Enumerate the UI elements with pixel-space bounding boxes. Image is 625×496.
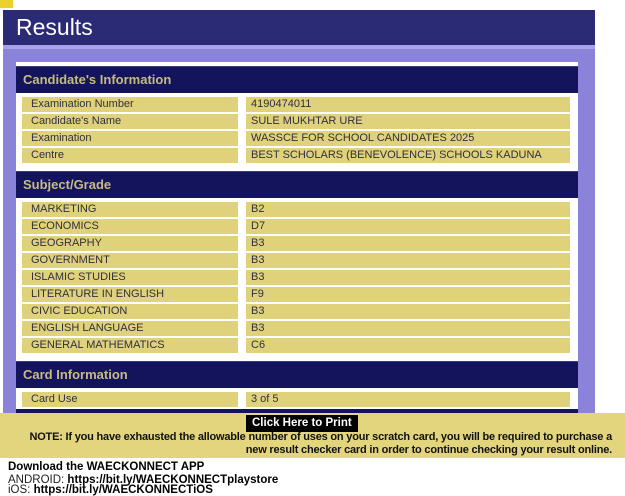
row-label: Centre xyxy=(22,148,238,163)
row-value: 4190474011 xyxy=(246,97,570,112)
row-label: Candidate's Name xyxy=(22,114,238,129)
ios-url-link[interactable]: https://bit.ly/WAECKONNECTiOS xyxy=(33,484,213,496)
row-label: Examination Number xyxy=(22,97,238,112)
row-label: Examination xyxy=(22,131,238,146)
subject-grade: B3 xyxy=(246,253,570,268)
row-label: Card Use xyxy=(22,392,238,407)
table-row: GEOGRAPHY B3 xyxy=(22,236,570,251)
subject-name: GEOGRAPHY xyxy=(22,236,238,251)
title-underline xyxy=(3,45,595,49)
candidate-info-table: Examination Number 4190474011 Candidate'… xyxy=(16,93,578,165)
table-row: Candidate's Name SULE MUKHTAR URE xyxy=(22,114,570,129)
subject-name: ENGLISH LANGUAGE xyxy=(22,321,238,336)
row-value: SULE MUKHTAR URE xyxy=(246,114,570,129)
subject-name: GOVERNMENT xyxy=(22,253,238,268)
section-header-candidate-info: Candidate's Information xyxy=(16,66,578,93)
table-row: Centre BEST SCHOLARS (BENEVOLENCE) SCHOO… xyxy=(22,148,570,163)
android-label: ANDROID: xyxy=(8,474,68,486)
subject-grade: C6 xyxy=(246,338,570,353)
subject-name: CIVIC EDUCATION xyxy=(22,304,238,319)
results-panel: Candidate's Information Examination Numb… xyxy=(16,62,578,417)
subject-name: LITERATURE IN ENGLISH xyxy=(22,287,238,302)
table-row: GOVERNMENT B3 xyxy=(22,253,570,268)
table-row: ECONOMICS D7 xyxy=(22,219,570,234)
row-value: WASSCE FOR SCHOOL CANDIDATES 2025 xyxy=(246,131,570,146)
table-row: GENERAL MATHEMATICS C6 xyxy=(22,338,570,353)
row-value: 3 of 5 xyxy=(246,392,570,407)
page-title: Results xyxy=(3,10,595,45)
section-header-subject-grade: Subject/Grade xyxy=(16,171,578,198)
table-row: LITERATURE IN ENGLISH F9 xyxy=(22,287,570,302)
print-button[interactable]: Click Here to Print xyxy=(246,415,358,432)
subject-grade-table: MARKETING B2 ECONOMICS D7 GEOGRAPHY B3 G… xyxy=(16,198,578,355)
download-heading: Download the WAECKONNECT APP xyxy=(8,461,205,473)
android-url-link[interactable]: https://bit.ly/WAECKONNECTplaystore xyxy=(67,474,279,486)
subject-name: ECONOMICS xyxy=(22,219,238,234)
row-value: BEST SCHOLARS (BENEVOLENCE) SCHOOLS KADU… xyxy=(246,148,570,163)
subject-grade: B3 xyxy=(246,304,570,319)
subject-grade: B3 xyxy=(246,236,570,251)
android-download-line: ANDROID: https://bit.ly/WAECKONNECTplays… xyxy=(8,474,278,486)
table-row: ISLAMIC STUDIES B3 xyxy=(22,270,570,285)
section-header-card-info: Card Information xyxy=(16,361,578,388)
note-text: NOTE: If you have exhausted the allowabl… xyxy=(29,431,612,456)
table-row: Examination WASSCE FOR SCHOOL CANDIDATES… xyxy=(22,131,570,146)
table-row: Examination Number 4190474011 xyxy=(22,97,570,112)
table-row: ENGLISH LANGUAGE B3 xyxy=(22,321,570,336)
subject-grade: F9 xyxy=(246,287,570,302)
card-info-table: Card Use 3 of 5 xyxy=(16,388,578,409)
ios-download-line: iOS: https://bit.ly/WAECKONNECTiOS xyxy=(8,484,213,496)
subject-grade: B3 xyxy=(246,321,570,336)
subject-grade: B2 xyxy=(246,202,570,217)
subject-name: MARKETING xyxy=(22,202,238,217)
ios-label: iOS: xyxy=(8,484,34,496)
table-row: Card Use 3 of 5 xyxy=(22,392,570,407)
subject-name: ISLAMIC STUDIES xyxy=(22,270,238,285)
subject-name: GENERAL MATHEMATICS xyxy=(22,338,238,353)
subject-grade: B3 xyxy=(246,270,570,285)
table-row: CIVIC EDUCATION B3 xyxy=(22,304,570,319)
corner-accent xyxy=(0,0,13,8)
table-row: MARKETING B2 xyxy=(22,202,570,217)
subject-grade: D7 xyxy=(246,219,570,234)
